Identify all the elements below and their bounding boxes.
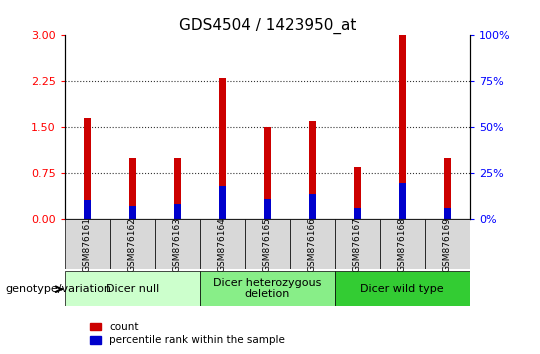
Text: genotype/variation: genotype/variation	[5, 284, 111, 294]
Text: GSM876162: GSM876162	[128, 217, 137, 272]
Text: Dicer heterozygous
deletion: Dicer heterozygous deletion	[213, 278, 321, 299]
Bar	[219, 78, 226, 219]
Bar	[444, 207, 451, 219]
Bar	[290, 219, 335, 269]
Bar	[84, 118, 91, 219]
Bar	[335, 219, 380, 269]
Text: Dicer null: Dicer null	[106, 284, 159, 293]
Bar	[65, 271, 200, 306]
Text: GSM876161: GSM876161	[83, 217, 92, 272]
Bar	[129, 206, 136, 219]
Text: GSM876163: GSM876163	[173, 217, 182, 272]
Bar	[399, 183, 406, 219]
Bar	[444, 158, 451, 219]
Text: GSM876166: GSM876166	[308, 217, 317, 272]
Bar	[155, 219, 200, 269]
Text: GSM876167: GSM876167	[353, 217, 362, 272]
Bar	[335, 271, 470, 306]
Title: GDS4504 / 1423950_at: GDS4504 / 1423950_at	[179, 18, 356, 34]
Bar	[309, 121, 316, 219]
Bar	[425, 219, 470, 269]
Bar	[354, 207, 361, 219]
Bar	[245, 219, 290, 269]
Bar	[65, 219, 110, 269]
Bar	[200, 271, 335, 306]
Legend: count, percentile rank within the sample: count, percentile rank within the sample	[90, 322, 285, 345]
Text: GSM876165: GSM876165	[263, 217, 272, 272]
Bar	[354, 167, 361, 219]
Bar	[84, 200, 91, 219]
Bar	[219, 186, 226, 219]
Bar	[200, 219, 245, 269]
Bar	[309, 194, 316, 219]
Bar	[110, 219, 155, 269]
Bar	[129, 158, 136, 219]
Bar	[264, 199, 271, 219]
Bar	[399, 35, 406, 219]
Bar	[174, 158, 181, 219]
Bar	[380, 219, 425, 269]
Bar	[264, 127, 271, 219]
Text: GSM876169: GSM876169	[443, 217, 452, 272]
Text: Dicer wild type: Dicer wild type	[361, 284, 444, 293]
Text: GSM876168: GSM876168	[398, 217, 407, 272]
Bar	[174, 204, 181, 219]
Text: GSM876164: GSM876164	[218, 217, 227, 272]
